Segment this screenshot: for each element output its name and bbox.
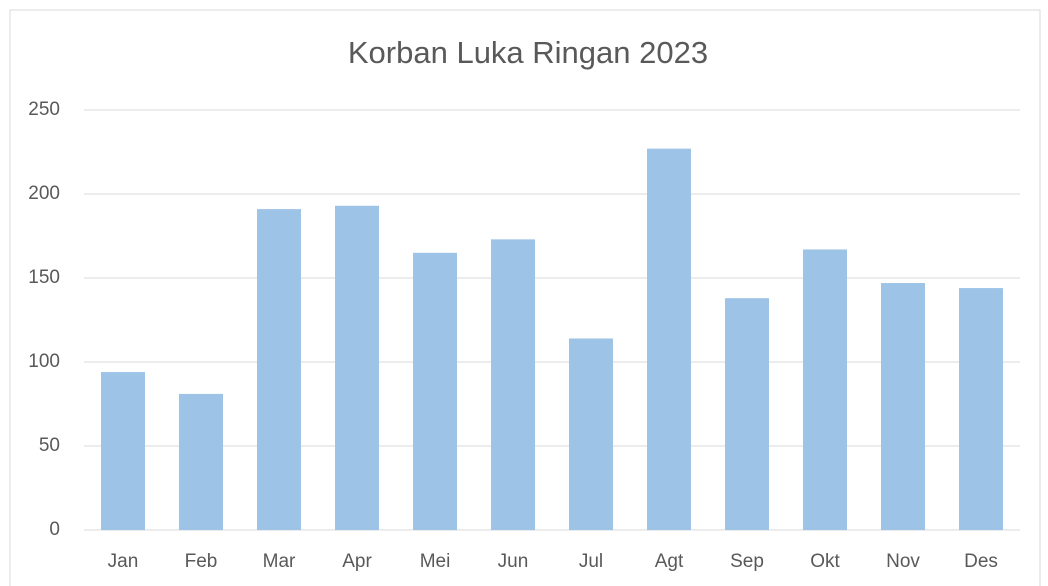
x-tick-label: Jul: [579, 551, 603, 572]
bar: [803, 249, 847, 530]
bar: [647, 148, 691, 530]
bar: [569, 338, 613, 530]
y-tick-label: 50: [39, 435, 60, 456]
y-tick-label: 100: [28, 351, 60, 372]
x-tick-label: Agt: [655, 551, 684, 572]
x-tick-label: Des: [964, 551, 998, 572]
bar: [413, 252, 457, 531]
bar: [335, 205, 379, 530]
bar: [725, 298, 769, 530]
x-tick-label: Jan: [108, 551, 139, 572]
x-tick-label: Mei: [420, 551, 451, 572]
x-tick-label: Apr: [342, 551, 372, 572]
x-tick-label: Okt: [810, 551, 840, 572]
x-tick-label: Jun: [498, 551, 529, 572]
y-tick-label: 200: [28, 183, 60, 204]
y-tick-label: 0: [49, 519, 60, 540]
bar: [881, 283, 925, 530]
y-tick-label: 250: [28, 99, 60, 120]
x-tick-label: Mar: [263, 551, 296, 572]
bar: [101, 372, 145, 530]
bar: [179, 393, 223, 530]
chart-title: Korban Luka Ringan 2023: [348, 35, 708, 70]
bar: [257, 209, 301, 530]
bar: [491, 239, 535, 531]
x-tick-label: Sep: [730, 551, 764, 572]
y-tick-label: 150: [28, 267, 60, 288]
x-tick-label: Nov: [886, 551, 920, 572]
x-tick-label: Feb: [185, 551, 218, 572]
bar: [959, 288, 1003, 530]
